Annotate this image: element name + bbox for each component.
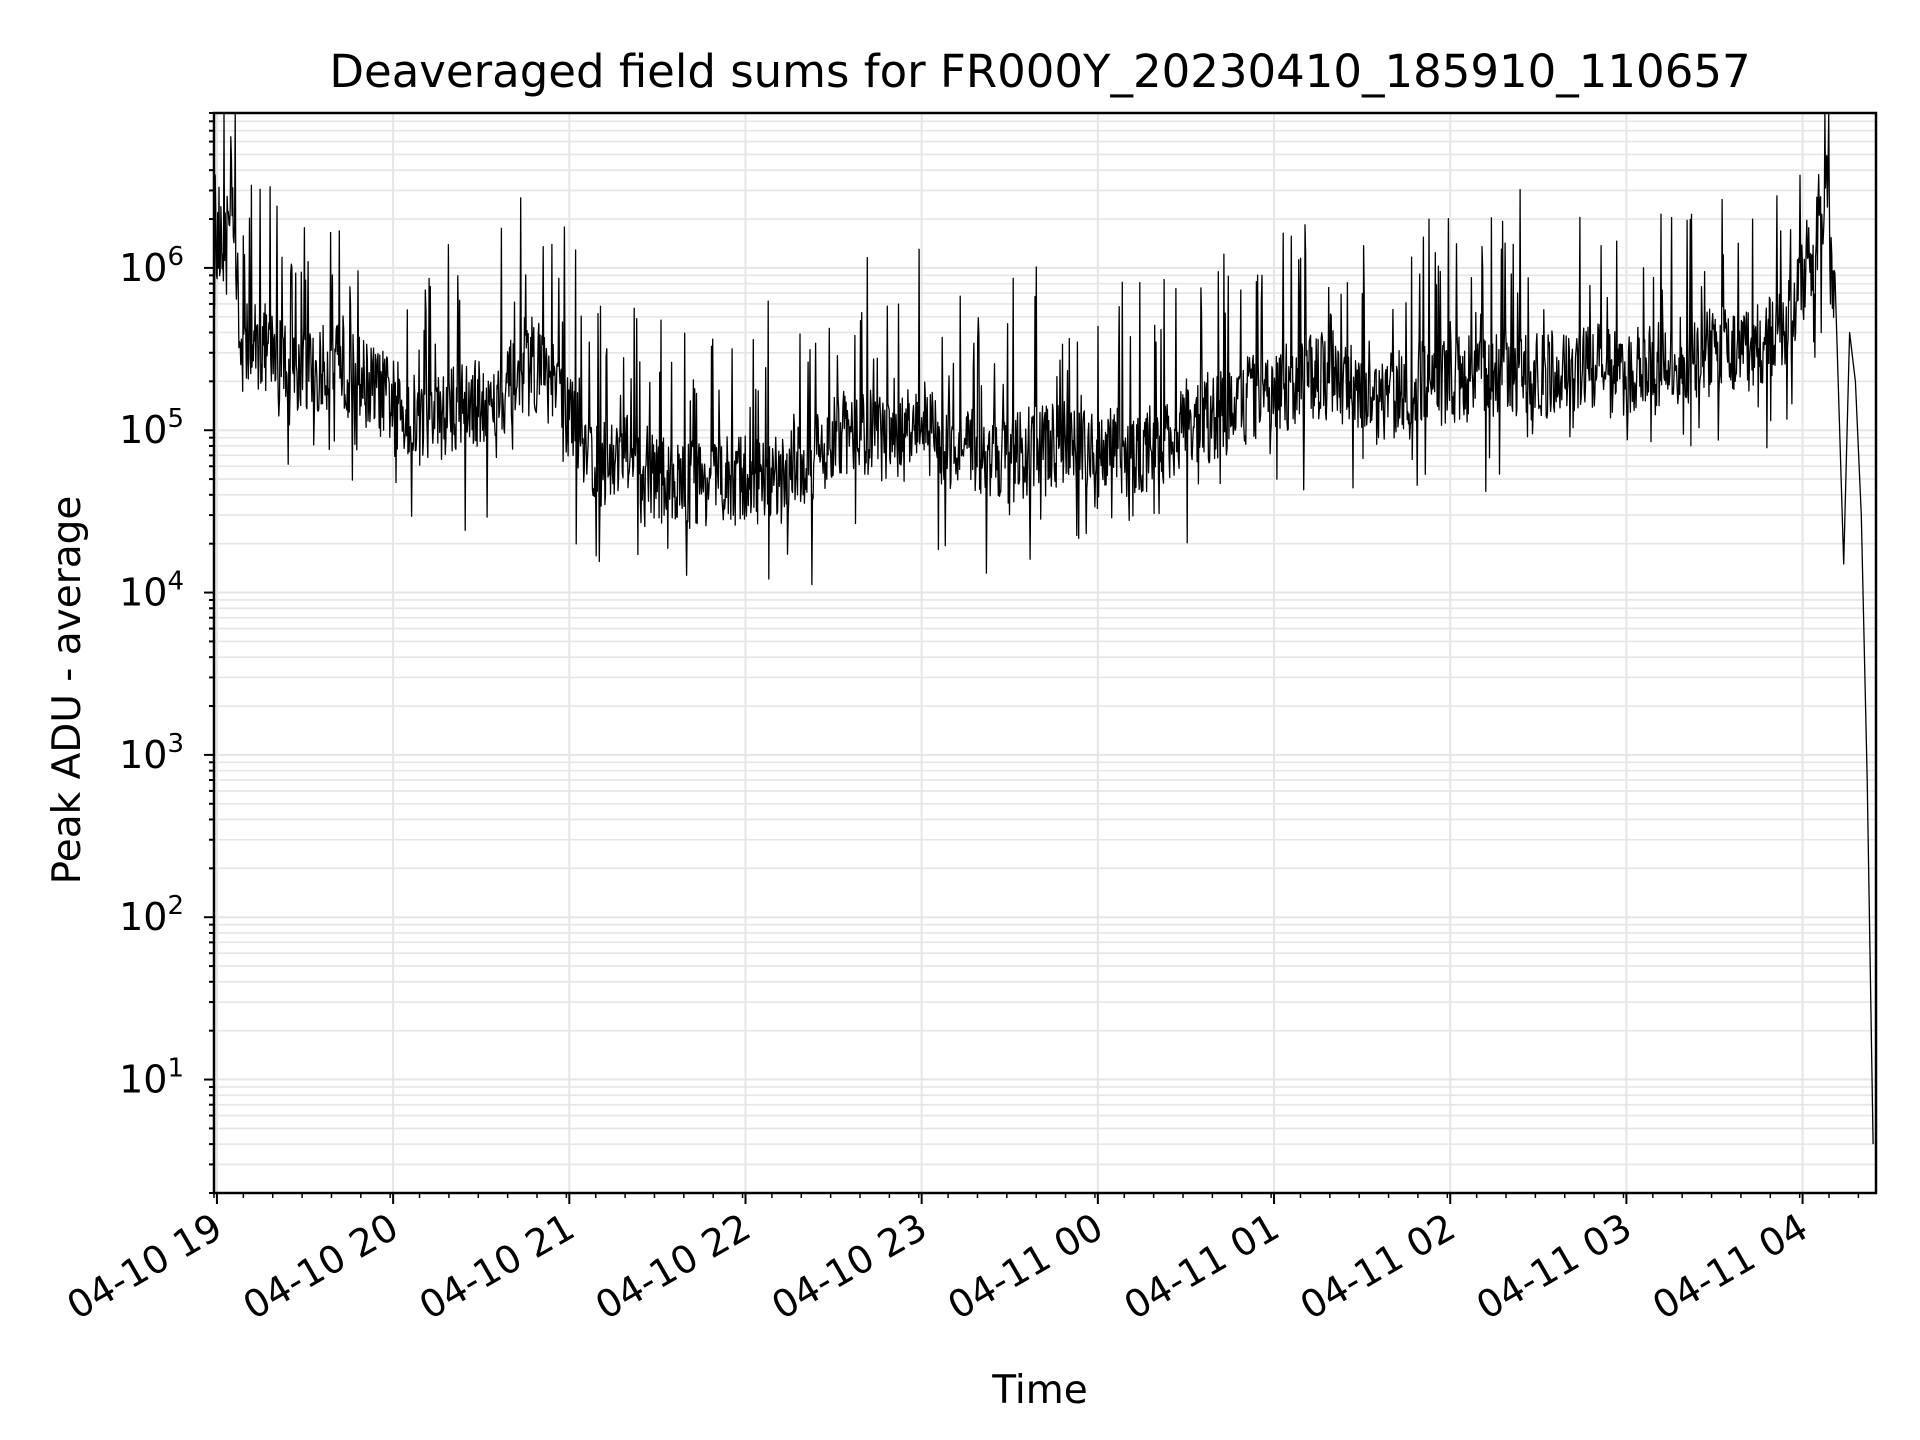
chart-title: Deaveraged field sums for FR000Y_2023041… (329, 45, 1750, 98)
x-tick-label: 04-10 19 (59, 1205, 229, 1329)
x-tick-label: 04-11 01 (1117, 1205, 1287, 1329)
series-line (213, 112, 1874, 1145)
x-tick-label: 04-10 20 (236, 1205, 406, 1329)
x-tick-label: 04-11 04 (1645, 1205, 1815, 1329)
y-tick-label: 101 (119, 1054, 184, 1102)
x-tick-label: 04-10 23 (764, 1205, 934, 1329)
y-axis-label: Peak ADU - average (45, 496, 90, 885)
y-axis: 101 102 103 104 105 106 (119, 112, 214, 1194)
x-axis-label: Time (991, 1368, 1087, 1413)
x-tick-label: 04-11 02 (1293, 1205, 1463, 1329)
x-tick-label: 04-11 00 (940, 1205, 1110, 1329)
y-tick-label: 102 (119, 891, 184, 939)
grid (214, 112, 1876, 1194)
x-tick-label: 04-10 22 (588, 1205, 758, 1329)
y-tick-label: 106 (119, 242, 184, 290)
x-tick-label: 04-10 21 (412, 1205, 582, 1329)
y-tick-label: 103 (119, 729, 184, 777)
x-axis: 04-10 19 04-10 20 04-10 21 04-10 22 04-10 23… (59, 1193, 1860, 1329)
y-tick-label: 105 (119, 404, 184, 452)
plot-frame (212, 111, 1878, 1195)
y-tick-label: 104 (119, 567, 184, 615)
series-layer (213, 112, 1874, 1145)
x-tick-label: 04-11 03 (1469, 1205, 1639, 1329)
